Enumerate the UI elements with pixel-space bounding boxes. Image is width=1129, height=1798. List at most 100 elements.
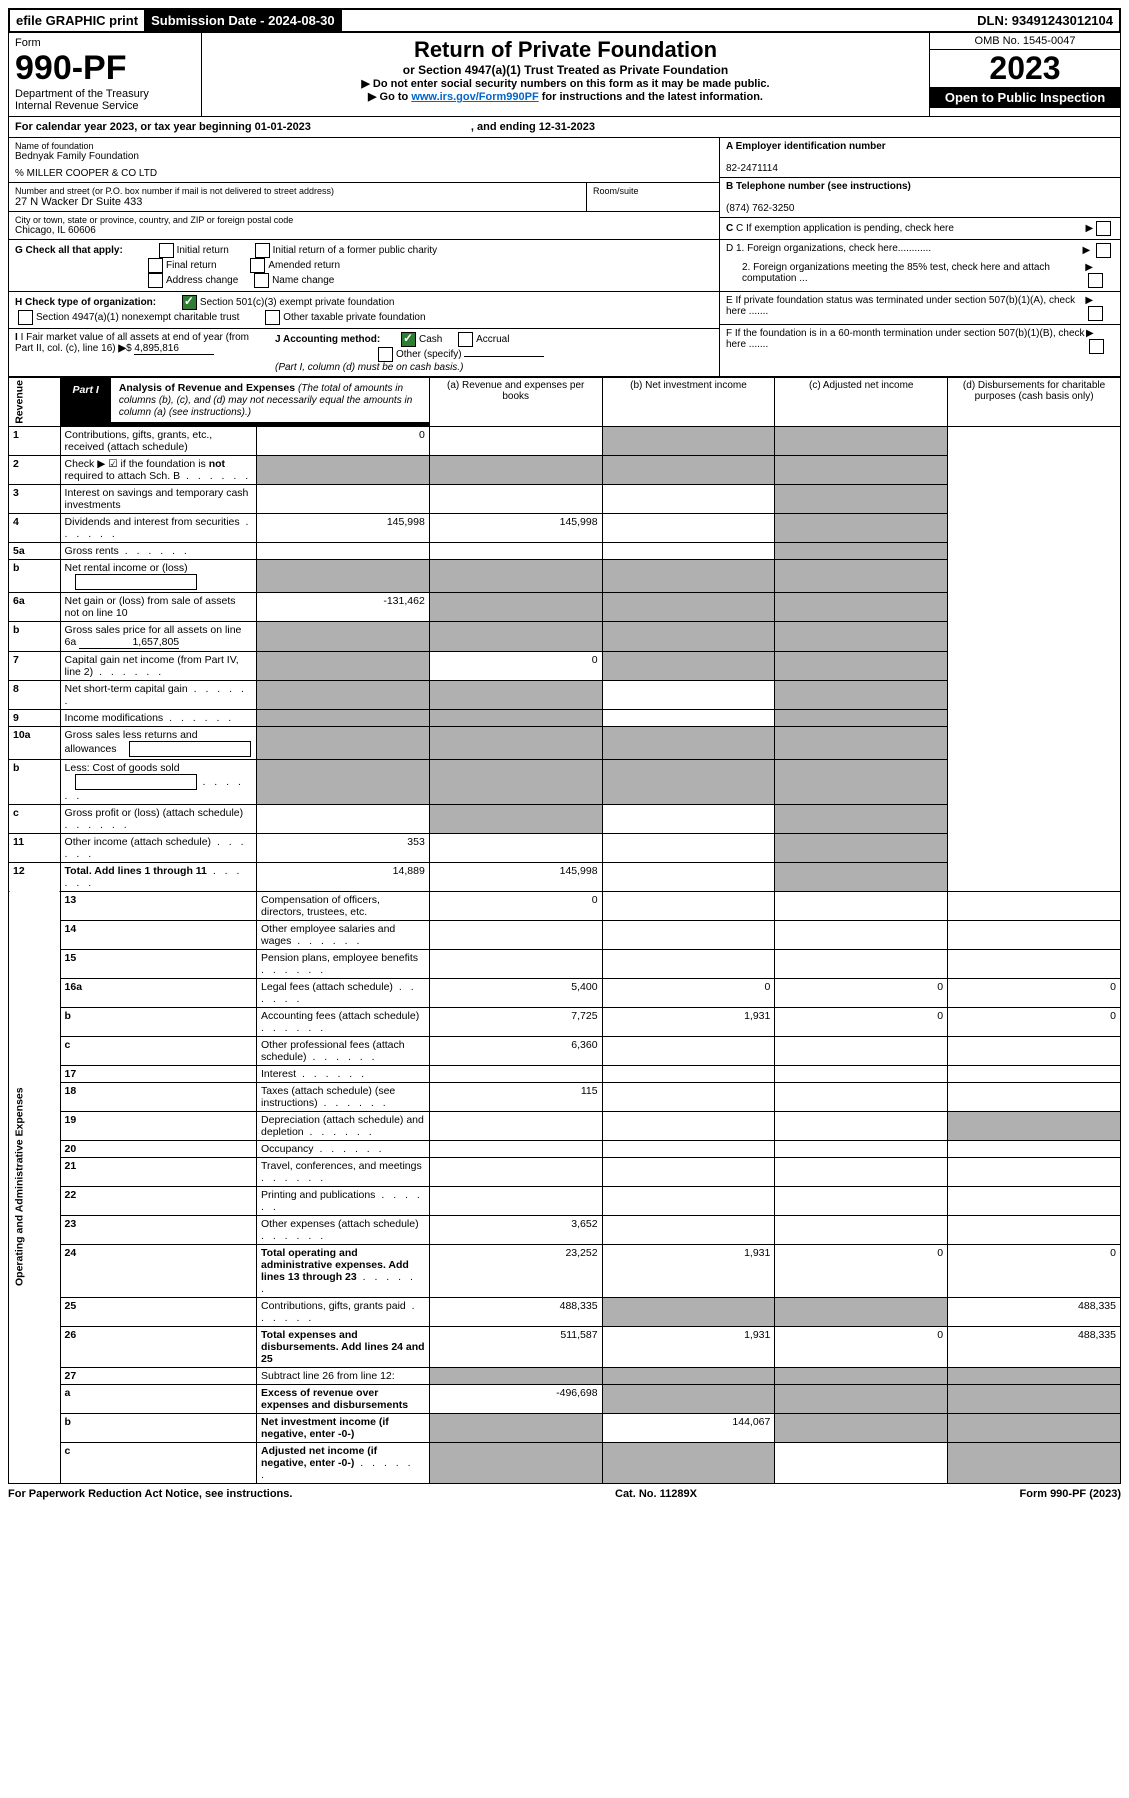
cell-b: 1,931 xyxy=(602,1244,775,1297)
efile-label[interactable]: efile GRAPHIC print xyxy=(10,10,145,31)
cell-d xyxy=(948,891,1121,920)
cell-a xyxy=(429,1442,602,1483)
cell-d: 0 xyxy=(948,978,1121,1007)
cell-c: 0 xyxy=(775,978,948,1007)
checkbox-d2[interactable] xyxy=(1088,273,1103,288)
row-number: 22 xyxy=(60,1186,256,1215)
page-footer: For Paperwork Reduction Act Notice, see … xyxy=(8,1484,1121,1504)
row-desc: Capital gain net income (from Part IV, l… xyxy=(60,651,256,680)
row-number: b xyxy=(9,621,61,651)
cell-d xyxy=(775,484,948,513)
row-desc: Occupancy . . . . . . xyxy=(257,1140,430,1157)
table-row: 20Occupancy . . . . . . xyxy=(9,1140,1121,1157)
checkbox-cash[interactable] xyxy=(401,332,416,347)
col-d-header: (d) Disbursements for charitable purpose… xyxy=(948,378,1121,427)
omb-no: OMB No. 1545-0047 xyxy=(930,33,1120,50)
address-row: Number and street (or P.O. box number if… xyxy=(9,183,719,212)
cell-d xyxy=(775,426,948,455)
table-row: 21Travel, conferences, and meetings . . … xyxy=(9,1157,1121,1186)
checkbox-e[interactable] xyxy=(1088,306,1103,321)
row-desc: Contributions, gifts, grants paid . . . … xyxy=(257,1297,430,1326)
cell-a: 353 xyxy=(257,833,430,862)
table-row: 1Contributions, gifts, grants, etc., rec… xyxy=(9,426,1121,455)
cell-c xyxy=(602,621,775,651)
dept: Department of the Treasury xyxy=(15,88,195,100)
checkbox-initial-former[interactable] xyxy=(255,243,270,258)
row-number: a xyxy=(60,1384,256,1413)
cell-b xyxy=(602,1082,775,1111)
cell-d xyxy=(948,1111,1121,1140)
cell-d xyxy=(948,1384,1121,1413)
checkbox-amended[interactable] xyxy=(250,258,265,273)
cell-a xyxy=(429,1367,602,1384)
table-row: cAdjusted net income (if negative, enter… xyxy=(9,1442,1121,1483)
irs: Internal Revenue Service xyxy=(15,100,195,112)
submission-date: Submission Date - 2024-08-30 xyxy=(145,10,342,31)
cell-c xyxy=(775,1367,948,1384)
cell-b: 0 xyxy=(602,978,775,1007)
row-number: b xyxy=(60,1007,256,1036)
cell-d xyxy=(948,1036,1121,1065)
row-desc: Gross rents . . . . . . xyxy=(60,542,256,559)
table-row: bAccounting fees (attach schedule) . . .… xyxy=(9,1007,1121,1036)
row-number: 7 xyxy=(9,651,61,680)
table-row: 24Total operating and administrative exp… xyxy=(9,1244,1121,1297)
checkbox-final[interactable] xyxy=(148,258,163,273)
table-row: 3Interest on savings and temporary cash … xyxy=(9,484,1121,513)
name-cell: Name of foundation Bednyak Family Founda… xyxy=(9,138,719,183)
checkbox-501c3[interactable] xyxy=(182,295,197,310)
row-number: 12 xyxy=(9,862,61,891)
cell-c xyxy=(775,1157,948,1186)
cell-b xyxy=(429,484,602,513)
footer-mid: Cat. No. 11289X xyxy=(615,1488,697,1500)
row-desc: Net gain or (loss) from sale of assets n… xyxy=(60,592,256,621)
cell-b xyxy=(429,759,602,804)
table-row: 22Printing and publications . . . . . . xyxy=(9,1186,1121,1215)
checkbox-other-tax[interactable] xyxy=(265,310,280,325)
row-desc: Legal fees (attach schedule) . . . . . . xyxy=(257,978,430,1007)
table-row: 8Net short-term capital gain . . . . . . xyxy=(9,680,1121,709)
c-cell: C C If exemption application is pending,… xyxy=(720,218,1120,240)
table-row: bNet investment income (if negative, ent… xyxy=(9,1413,1121,1442)
cell-b: 1,931 xyxy=(602,1007,775,1036)
checkbox-4947[interactable] xyxy=(18,310,33,325)
cell-a xyxy=(429,1186,602,1215)
cell-c: 0 xyxy=(775,1007,948,1036)
form-title: Return of Private Foundation xyxy=(206,37,925,63)
cell-d xyxy=(775,726,948,759)
cell-b: 144,067 xyxy=(602,1413,775,1442)
table-row: 11Other income (attach schedule) . . . .… xyxy=(9,833,1121,862)
checkbox-initial[interactable] xyxy=(159,243,174,258)
cell-a: 115 xyxy=(429,1082,602,1111)
cell-d xyxy=(948,1065,1121,1082)
checkbox-address[interactable] xyxy=(148,273,163,288)
row-desc: Total. Add lines 1 through 11 . . . . . … xyxy=(60,862,256,891)
checkbox-name[interactable] xyxy=(254,273,269,288)
table-row: 9Income modifications . . . . . . xyxy=(9,709,1121,726)
row-desc: Other expenses (attach schedule) . . . .… xyxy=(257,1215,430,1244)
cell-b xyxy=(429,804,602,833)
row-number: 6a xyxy=(9,592,61,621)
row-desc: Net investment income (if negative, ente… xyxy=(257,1413,430,1442)
checkbox-d1[interactable] xyxy=(1096,243,1111,258)
row-number: 20 xyxy=(60,1140,256,1157)
cell-d xyxy=(775,862,948,891)
cell-c xyxy=(775,920,948,949)
checkbox-c[interactable] xyxy=(1096,221,1111,236)
row-desc: Taxes (attach schedule) (see instruction… xyxy=(257,1082,430,1111)
checkbox-f[interactable] xyxy=(1089,339,1104,354)
cell-a: -496,698 xyxy=(429,1384,602,1413)
checkbox-other-method[interactable] xyxy=(378,347,393,362)
form-header: Form 990-PF Department of the Treasury I… xyxy=(8,33,1121,117)
col-c-header: (c) Adjusted net income xyxy=(775,378,948,427)
table-row: bLess: Cost of goods sold . . . . . . xyxy=(9,759,1121,804)
cell-a xyxy=(257,651,430,680)
table-row: aExcess of revenue over expenses and dis… xyxy=(9,1384,1121,1413)
cell-b xyxy=(429,726,602,759)
cell-c xyxy=(602,455,775,484)
checkbox-accrual[interactable] xyxy=(458,332,473,347)
cell-a xyxy=(429,920,602,949)
irs-link[interactable]: www.irs.gov/Form990PF xyxy=(411,91,538,103)
cell-b xyxy=(429,592,602,621)
row-desc: Other professional fees (attach schedule… xyxy=(257,1036,430,1065)
